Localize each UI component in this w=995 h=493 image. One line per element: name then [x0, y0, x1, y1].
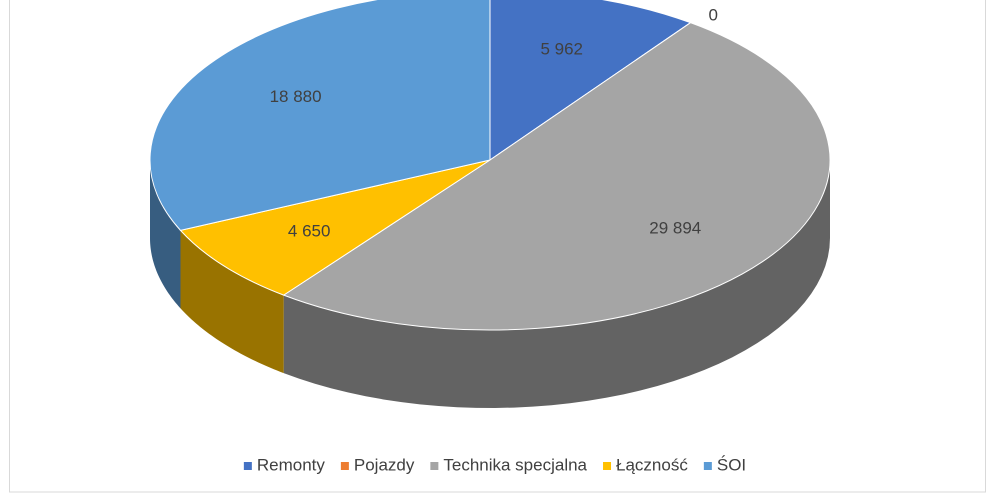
legend: Remonty Pojazdy Technika specjalna Łączność… [243, 455, 746, 474]
slice [179, 159, 491, 296]
slice-side [283, 160, 830, 408]
legend-label: Pojazdy [354, 455, 415, 474]
data-label: 4 650 [288, 222, 331, 241]
legend-swatch [603, 462, 612, 470]
slice-side [180, 230, 284, 374]
slice [489, 0, 692, 161]
legend-label: ŚOI [717, 455, 746, 474]
data-label: 29 894 [649, 219, 701, 238]
data-label: 18 880 [270, 87, 322, 106]
legend-swatch [340, 462, 349, 470]
data-label: 5 962 [540, 40, 583, 59]
slice [282, 22, 831, 331]
legend-label: Technika specjalna [443, 455, 587, 474]
legend-swatch [243, 462, 252, 470]
legend-label: Remonty [257, 455, 326, 474]
legend-label: Łączność [616, 455, 688, 474]
data-label: 0 [709, 5, 718, 24]
slice [149, 0, 491, 231]
legend-swatch [430, 462, 439, 470]
legend-swatch [703, 462, 712, 470]
